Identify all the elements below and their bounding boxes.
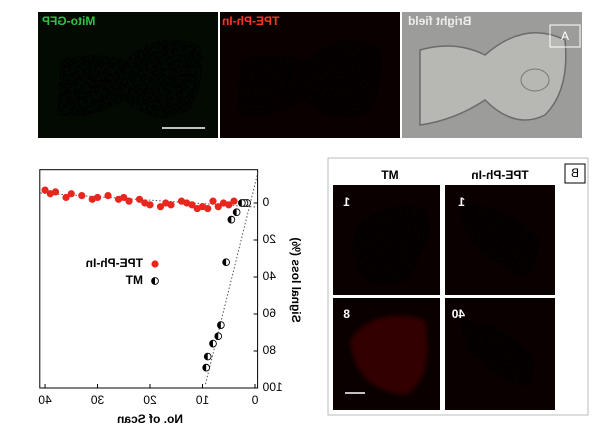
marker-half — [233, 208, 237, 216]
legend-marker — [151, 277, 159, 285]
data-point — [209, 197, 217, 205]
marker-half — [204, 353, 208, 360]
data-point — [214, 332, 223, 341]
data-point — [156, 203, 165, 211]
data-point — [67, 190, 75, 198]
panel-a: Mito-GFP TPE-Ph-In Bright field A — [38, 12, 582, 138]
data-point — [219, 199, 228, 207]
y-axis-label: Signal loss (%) — [289, 237, 303, 322]
legend-label: MT — [125, 273, 143, 287]
cell-label: 8 — [343, 307, 350, 321]
nucleus — [520, 68, 550, 92]
panel-label: A — [561, 29, 569, 43]
marker-half — [151, 277, 155, 285]
data-point — [114, 195, 123, 203]
data-point — [217, 321, 225, 329]
image-label: Bright field — [408, 14, 471, 28]
cell-label: 1 — [343, 195, 350, 209]
faded-cell — [350, 315, 428, 395]
x-tick-label: 30 — [91, 393, 105, 407]
data-point — [141, 199, 149, 207]
data-point — [209, 339, 217, 348]
marker-half — [227, 216, 232, 224]
data-point — [135, 195, 144, 203]
cell-signal — [352, 204, 540, 386]
data-point — [88, 195, 96, 203]
data-point — [46, 190, 54, 198]
data-point — [125, 197, 133, 205]
legend-marker — [151, 260, 159, 268]
panel-label-box — [564, 163, 586, 184]
chart: No. of Scan Signal loss (%) 0 10 20 30 40 0 20… — [38, 169, 303, 426]
x-tick-label: 40 — [38, 393, 52, 407]
marker-half — [209, 340, 213, 347]
cell-label: 40 — [451, 307, 465, 321]
gfp-cells — [57, 40, 203, 118]
data-point — [238, 199, 246, 207]
marker-half — [238, 199, 242, 207]
marker-half — [202, 364, 207, 372]
cell-label: 1 — [458, 195, 465, 209]
data-point — [232, 208, 241, 217]
panel-label-box — [549, 24, 581, 48]
x-axis-label: No. of Scan — [117, 412, 183, 426]
x-tick-label: 20 — [143, 393, 157, 407]
y-tick-label: 20 — [262, 232, 276, 246]
data-point — [177, 197, 186, 205]
image-label: Mito-GFP — [42, 14, 95, 28]
y-tick-label: 80 — [262, 343, 276, 357]
data-point — [104, 192, 112, 200]
y-tick-label: 40 — [262, 269, 276, 283]
y-tick-label: 100 — [262, 380, 282, 394]
panel-b: B MT TPE-Ph-In 1 1 8 40 — [327, 157, 589, 416]
data-point — [202, 363, 211, 372]
column-header: MT — [381, 168, 399, 182]
tpe-cells — [237, 40, 383, 118]
data-point — [214, 203, 222, 211]
data-point — [41, 186, 49, 194]
legend-label: TPE-Ph-In — [86, 256, 143, 270]
plot-frame — [39, 169, 259, 389]
cell-outline — [419, 32, 567, 126]
marker-half — [217, 321, 221, 329]
marker-half — [222, 258, 227, 266]
data-point — [193, 204, 201, 213]
data-point — [78, 192, 86, 200]
data-point — [227, 215, 236, 224]
x-tick-label: 0 — [251, 393, 258, 407]
column-header: TPE-Ph-In — [471, 168, 528, 182]
y-tick-label: 60 — [262, 306, 276, 320]
x-tick-label: 10 — [195, 393, 209, 407]
data-point — [162, 199, 170, 207]
marker-half — [214, 332, 219, 340]
data-point — [230, 197, 238, 205]
data-point — [203, 352, 212, 361]
data-point — [222, 258, 230, 267]
data-point — [62, 193, 70, 202]
panel-label: B — [571, 166, 579, 180]
image-label: TPE-Ph-In — [222, 14, 279, 28]
y-tick-label: 0 — [262, 195, 269, 209]
